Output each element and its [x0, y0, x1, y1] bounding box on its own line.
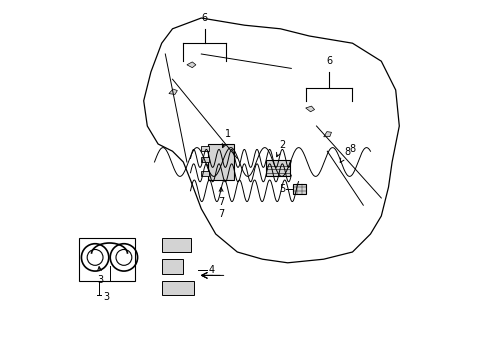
- Text: 8: 8: [340, 147, 349, 162]
- Text: 4: 4: [208, 265, 215, 275]
- Text: 8: 8: [349, 144, 355, 154]
- Polygon shape: [305, 106, 314, 112]
- Bar: [265, 160, 289, 176]
- Bar: [201, 146, 208, 151]
- Bar: [201, 171, 208, 176]
- Bar: [79, 238, 134, 281]
- Bar: [208, 144, 233, 180]
- Bar: [162, 238, 190, 252]
- Bar: [292, 184, 305, 194]
- Text: 7: 7: [218, 209, 224, 219]
- Text: 6: 6: [202, 13, 207, 23]
- Text: 6: 6: [325, 56, 331, 66]
- Polygon shape: [168, 89, 177, 94]
- Polygon shape: [323, 132, 331, 137]
- Bar: [162, 259, 183, 274]
- Text: 3: 3: [102, 292, 109, 302]
- Text: 7: 7: [218, 188, 224, 207]
- Text: 3: 3: [97, 267, 103, 285]
- Polygon shape: [186, 62, 196, 68]
- Bar: [201, 157, 208, 162]
- Text: 5: 5: [279, 184, 285, 194]
- Text: 2: 2: [276, 140, 285, 157]
- Text: 1: 1: [222, 129, 231, 148]
- Bar: [162, 281, 194, 295]
